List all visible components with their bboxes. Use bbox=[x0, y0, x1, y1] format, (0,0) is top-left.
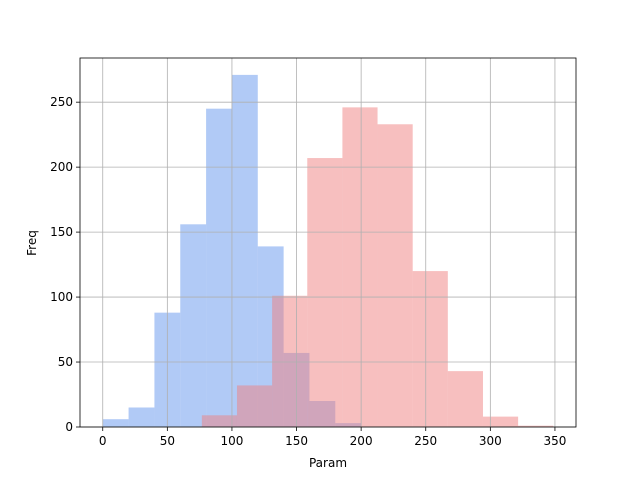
histogram-bar bbox=[447, 371, 483, 427]
histogram-bar bbox=[412, 271, 448, 427]
histogram-bar bbox=[236, 385, 273, 427]
histogram-bar bbox=[342, 107, 378, 428]
x-tick-label: 100 bbox=[220, 434, 243, 448]
x-tick-label: 150 bbox=[285, 434, 308, 448]
x-tick-label: 250 bbox=[414, 434, 437, 448]
histogram-bar bbox=[377, 124, 413, 427]
y-tick-label: 50 bbox=[58, 355, 73, 369]
x-axis-label: Param bbox=[309, 456, 347, 470]
y-axis-label: Freq bbox=[25, 230, 39, 256]
histogram-bar bbox=[272, 295, 308, 427]
x-tick-label: 300 bbox=[479, 434, 502, 448]
histogram-bar bbox=[201, 415, 237, 427]
x-tick-label: 350 bbox=[543, 434, 566, 448]
histogram-bar bbox=[102, 419, 129, 427]
histogram-bar bbox=[180, 224, 207, 427]
histogram-bar bbox=[518, 425, 554, 427]
x-tick-label: 50 bbox=[160, 434, 175, 448]
y-tick-label: 100 bbox=[50, 290, 73, 304]
y-tick-label: 150 bbox=[50, 225, 73, 239]
y-tick-label: 0 bbox=[65, 420, 73, 434]
histogram-bar bbox=[128, 407, 155, 427]
histogram-bar bbox=[206, 108, 232, 427]
histogram-bar bbox=[231, 74, 258, 428]
histogram-bar bbox=[307, 158, 343, 427]
y-tick-label: 200 bbox=[50, 160, 73, 174]
y-tick-label: 250 bbox=[50, 95, 73, 109]
histogram-bar bbox=[482, 416, 519, 427]
x-tick-label: 0 bbox=[99, 434, 107, 448]
x-tick-label: 200 bbox=[350, 434, 373, 448]
plot-frame bbox=[79, 57, 577, 428]
